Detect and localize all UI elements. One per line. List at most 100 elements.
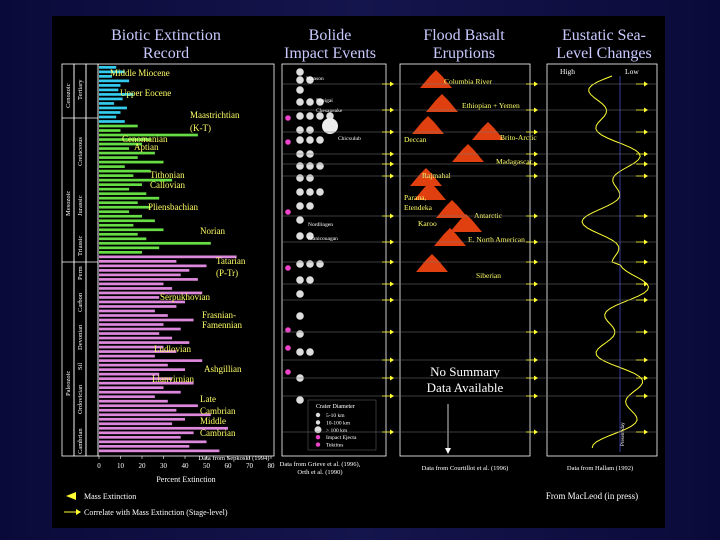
bar-paleozoic-22: [99, 354, 155, 358]
biotic-label-18: Late: [200, 394, 216, 404]
biotic-label-17: Llanvirnian: [152, 374, 194, 384]
flood-label-1: Ethiopian + Yemen: [462, 101, 520, 110]
bar-mesozoic-16: [99, 196, 160, 200]
biotic-stage-labels: Middle Miocene Upper Eocene Maastrichtian (…: [110, 68, 246, 438]
biotic-label-21: Cambrian: [200, 428, 236, 438]
correlate-arrowhead: [390, 151, 394, 157]
correlate-arrowhead: [534, 329, 538, 335]
volcano-icon: [426, 94, 458, 112]
correlate-arrowhead: [644, 259, 648, 265]
bolide-crater: [306, 112, 314, 120]
bar-paleozoic-38: [99, 426, 228, 430]
legend2-label: Correlate with Mass Extinction (Stage-le…: [84, 508, 228, 517]
bar-mesozoic-9: [99, 165, 125, 168]
volcano-icon: [436, 200, 468, 218]
bolide-legend-item-3: Impact Ejecta: [326, 435, 357, 441]
bar-paleozoic-8: [99, 291, 203, 295]
bar-plot-frame: [97, 63, 275, 457]
bolide-crater: [316, 136, 324, 144]
bar-paleozoic-20: [99, 345, 164, 349]
bar-paleozoic-2: [99, 264, 207, 268]
correlate-arrowhead: [534, 81, 538, 87]
sea-frame: [546, 63, 658, 457]
sea-source: Data from Hallam (1992): [567, 465, 633, 472]
correlate-arrowhead: [644, 107, 648, 113]
correlate-arrowhead: [534, 297, 538, 303]
legend-correlate: Correlate with Mass Extinction (Stage-le…: [64, 508, 228, 517]
chicxulub-crater: [322, 118, 338, 134]
bolide-crater: [296, 260, 304, 268]
correlate-arrowhead: [390, 213, 394, 219]
bar-paleozoic-4: [99, 273, 181, 277]
bar-mesozoic-8: [99, 160, 164, 164]
bar-mesozoic-5: [99, 147, 130, 150]
bar-paleozoic-16: [99, 327, 181, 331]
correlate-arrowhead: [644, 81, 648, 87]
era-paleozoic: Paleozoic: [65, 371, 72, 396]
bar-mesozoic-28: [99, 250, 142, 254]
bar-paleozoic-35: [99, 413, 211, 417]
period-cretaceous: Cretaceous: [77, 137, 84, 166]
correlate-arrowhead: [644, 297, 648, 303]
bar-paleozoic-15: [99, 323, 164, 326]
bolide-frame: [281, 63, 387, 457]
bar-paleozoic-31: [99, 395, 155, 399]
bar-paleozoic-34: [99, 408, 177, 412]
flood-source: Data from Courtillot et al. (1996): [422, 465, 509, 472]
flood-title-line1: Flood Basalt: [423, 27, 505, 44]
bolide-events: Popigai Chesapeake Chicxulub Manson Nordling…: [285, 68, 377, 451]
no-summary-line1: No Summary: [430, 364, 500, 379]
correlate-arrowhead: [390, 329, 394, 335]
bar-cenozoic-6: [99, 93, 134, 96]
correlate-arrowhead: [644, 239, 648, 245]
bar-mesozoic-14: [99, 187, 130, 191]
period-ordovician: Ordovician: [77, 384, 84, 414]
volcano-icon: [452, 144, 484, 162]
bolide-crater: [296, 112, 304, 120]
period-carbon: Carbon: [77, 292, 84, 312]
correlate-arrowhead: [644, 161, 648, 167]
sea-present-note: Present-day: [621, 422, 626, 446]
bar-mesozoic-2: [99, 133, 198, 137]
correlate-arrowhead: [534, 375, 538, 381]
period-devonian: Devonian: [77, 324, 84, 350]
era-cenozoic: Cenozoic: [65, 83, 72, 108]
bar-cenozoic-12: [99, 120, 125, 123]
bolide-crater: [316, 112, 324, 120]
bar-paleozoic-42: [99, 444, 190, 448]
bolide-crater: [296, 174, 304, 182]
x-tick-label: 30: [160, 462, 168, 470]
bar-mesozoic-11: [99, 174, 134, 177]
period-sil: Sil: [77, 363, 84, 370]
bolide-legend-marker: [315, 420, 321, 425]
correlate-arrowhead: [644, 357, 648, 363]
bar-cenozoic-1: [99, 70, 125, 74]
bar-paleozoic-40: [99, 435, 181, 439]
no-summary-line2: Data Available: [427, 380, 504, 395]
biotic-label-13: Frasnian-: [202, 310, 236, 320]
bar-cenozoic-8: [99, 102, 115, 105]
bolide-crater: [326, 112, 334, 120]
bar-cenozoic-11: [99, 115, 117, 119]
bolide-crater: [306, 188, 314, 196]
volcano-icon: [434, 228, 466, 246]
x-axis-ticks: 0 10 20 30 40 50 60 70 80: [97, 456, 275, 470]
flood-frame: [399, 63, 531, 457]
bar-mesozoic-24: [99, 232, 138, 236]
correlate-arrowhead: [390, 297, 394, 303]
bar-paleozoic-27: [99, 377, 173, 381]
bar-cenozoic-3: [99, 79, 130, 83]
bolide-crater: [316, 162, 324, 170]
correlate-arrowhead: [390, 259, 394, 265]
bolide-crater: [296, 396, 304, 404]
correlate-arrowhead: [534, 393, 538, 399]
bar-mesozoic-13: [99, 183, 142, 187]
correlate-arrowhead: [534, 429, 538, 435]
legend-mass-extinction: Mass Extinction: [66, 492, 136, 501]
bar-cenozoic-10: [99, 111, 121, 114]
bar-paleozoic-26: [99, 372, 160, 376]
bolide-crater: [306, 162, 314, 170]
correlate-arrowhead: [534, 281, 538, 287]
bar-mesozoic-3: [99, 138, 151, 141]
correlate-arrowhead: [644, 213, 648, 219]
